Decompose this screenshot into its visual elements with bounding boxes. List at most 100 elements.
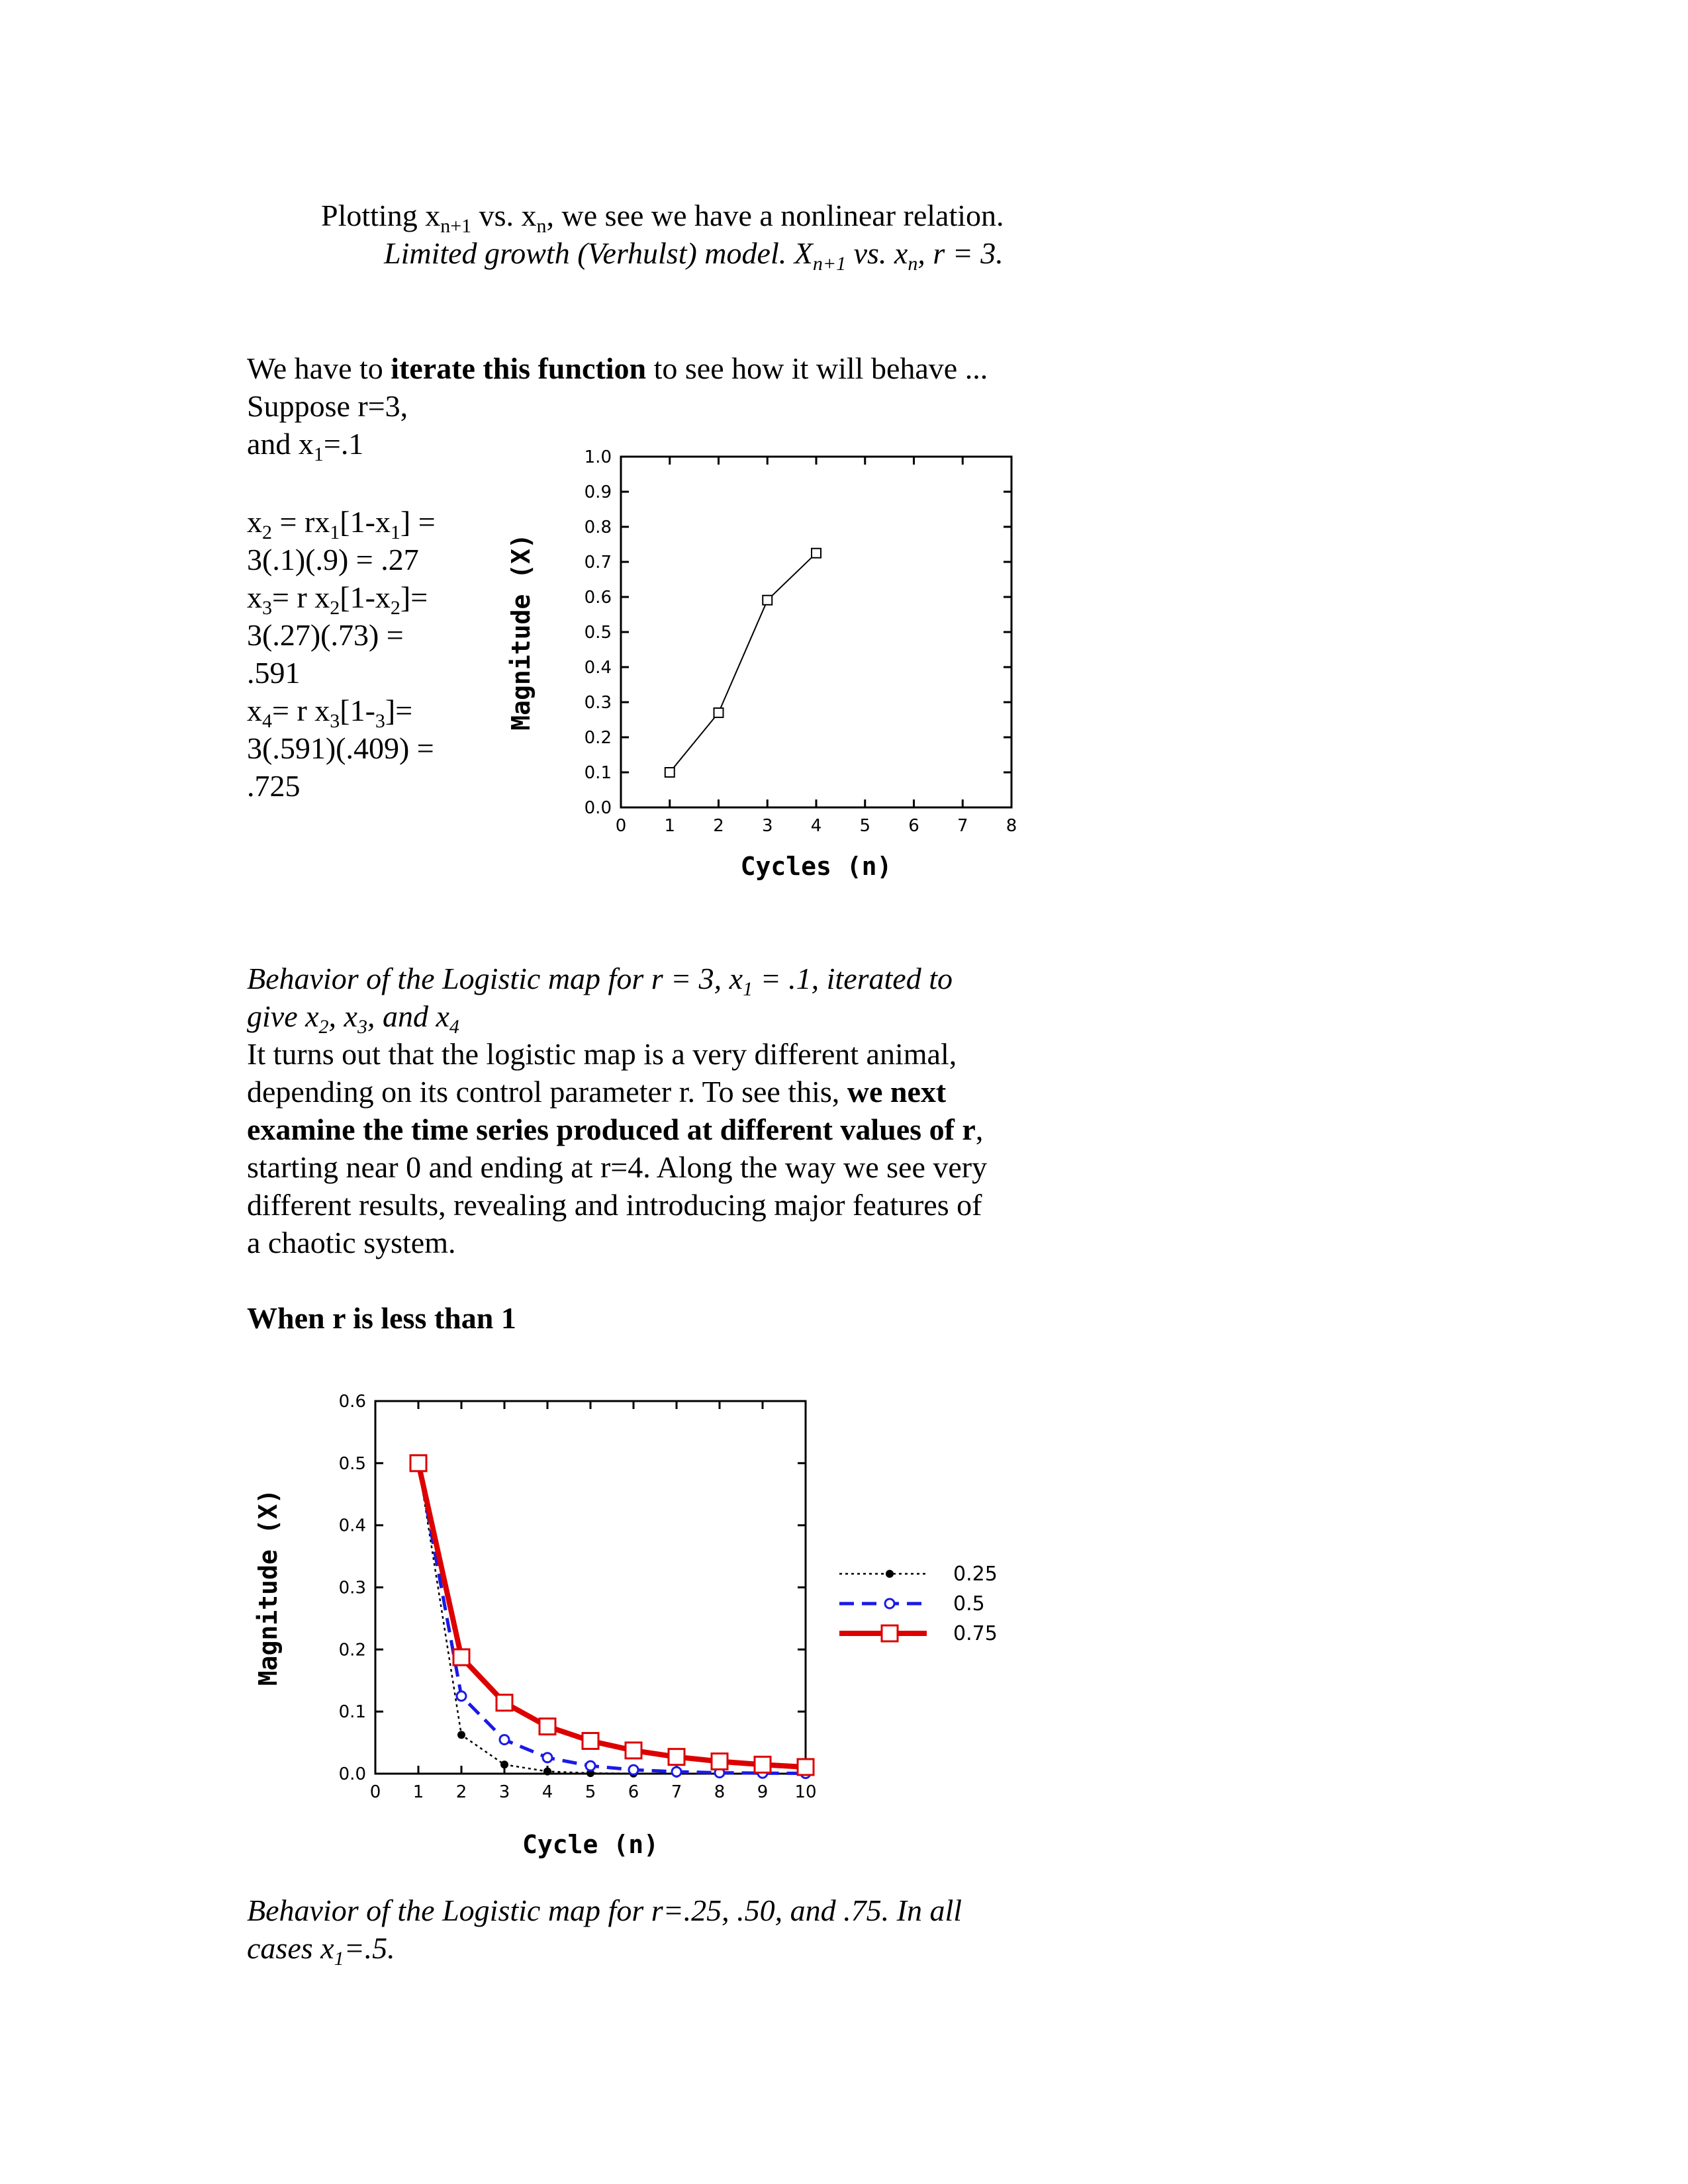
subscript: n <box>536 215 547 237</box>
x-tick-label: 3 <box>499 1782 510 1802</box>
para-line-5: different results, revealing and introdu… <box>247 1188 982 1222</box>
calc-text: ]= <box>400 580 428 614</box>
y-axis-label: Magnitude (X) <box>254 1489 283 1686</box>
intro-line-2: Limited growth (Verhulst) model. Xn+1 vs… <box>384 234 1004 275</box>
y-tick-label: 0.6 <box>339 1392 366 1412</box>
intro-text: , r = 3. <box>917 236 1004 270</box>
bold-text: examine the time series produced at diff… <box>247 1113 976 1146</box>
data-point <box>585 1760 596 1772</box>
para-line-2: depending on its control parameter r. To… <box>247 1073 946 1111</box>
body-text: =.1 <box>323 427 364 461</box>
series-line <box>416 1463 806 1776</box>
subscript: 4 <box>449 1016 459 1038</box>
y-tick-label: 0.9 <box>585 482 612 502</box>
y-tick-label: 1.0 <box>585 447 612 467</box>
y-tick-label: 0.0 <box>339 1764 366 1784</box>
body-text: We have to <box>247 351 391 385</box>
subscript: 1 <box>313 443 324 465</box>
caption-1-line-2: give x2, x3, and x4 <box>247 997 459 1038</box>
calc-text: = r x <box>272 580 330 614</box>
intro-text: Limited growth (Verhulst) model. X <box>384 236 813 270</box>
calc-text: x <box>247 580 262 614</box>
y-tick-label: 0.4 <box>585 658 612 678</box>
caption-text: give x <box>247 999 319 1033</box>
data-point <box>628 1764 639 1776</box>
caption-text: =.5. <box>344 1931 395 1965</box>
x-tick-label: 2 <box>456 1782 467 1802</box>
data-point <box>500 1760 508 1769</box>
suppose-line: Suppose r=3, <box>247 387 408 425</box>
x-tick-label: 2 <box>713 816 724 836</box>
caption-text: = .1, iterated to <box>753 962 953 995</box>
intro-text: vs. x <box>471 199 537 232</box>
calc-text: ] = <box>400 505 436 539</box>
x1-line: and x1=.1 <box>247 425 364 465</box>
y-tick-label: 0.0 <box>585 798 612 818</box>
data-point <box>581 1732 600 1751</box>
calc-line-2: 3(.1)(.9) = .27 <box>247 543 419 576</box>
iterate-line: We have to iterate this function to see … <box>247 349 988 387</box>
body-text: and x <box>247 427 314 461</box>
section-heading: When r is less than 1 <box>247 1301 516 1335</box>
x-tick-label: 7 <box>671 1782 682 1802</box>
y-tick-label: 0.5 <box>339 1454 366 1474</box>
data-point <box>498 1734 510 1746</box>
plot-frame <box>620 455 1013 809</box>
body-text: depending on its control parameter r. To… <box>247 1075 847 1109</box>
y-tick-label: 0.6 <box>585 588 612 608</box>
subscript: n <box>908 253 918 275</box>
para-line-3: examine the time series produced at diff… <box>247 1111 983 1148</box>
x-tick-label: 10 <box>794 1782 816 1802</box>
intro-text: , we see we have a nonlinear relation. <box>546 199 1004 232</box>
body-text: , <box>975 1113 984 1146</box>
data-point <box>538 1717 557 1736</box>
subscript: 3 <box>375 710 385 732</box>
series-line <box>416 1462 806 1770</box>
x-axis-label: Cycles (n) <box>741 852 892 881</box>
x-tick-label: 5 <box>585 1782 596 1802</box>
subscript: 2 <box>330 597 340 619</box>
calc-text: [1-x <box>340 580 391 614</box>
calc-line-6: x4= r x3[1-3]= <box>247 692 412 732</box>
y-tick-label: 0.3 <box>585 693 612 713</box>
x-tick-label: 0 <box>370 1782 381 1802</box>
subscript: 1 <box>334 1948 344 1970</box>
x-tick-label: 6 <box>908 816 919 836</box>
calc-text: = r x <box>272 694 330 727</box>
data-point <box>452 1648 471 1666</box>
y-tick-label: 0.3 <box>339 1578 366 1598</box>
calc-line-8: .725 <box>247 769 301 803</box>
para-line-6: a chaotic system. <box>247 1226 456 1259</box>
subscript: 4 <box>262 710 272 732</box>
intro-line-1: Plotting xn+1 vs. xn, we see we have a n… <box>321 197 1004 237</box>
subscript: 2 <box>318 1016 329 1038</box>
legend-label: 0.25 <box>953 1563 998 1586</box>
data-point <box>811 547 821 559</box>
y-tick-label: 0.2 <box>585 728 612 748</box>
data-point <box>762 594 773 606</box>
subscript: 2 <box>262 522 272 543</box>
data-point <box>455 1690 467 1702</box>
subscript: 2 <box>390 597 400 619</box>
caption-text: cases x <box>247 1931 334 1965</box>
data-point <box>796 1758 815 1776</box>
subscript: n+1 <box>812 253 847 275</box>
x-tick-label: 6 <box>628 1782 639 1802</box>
calc-text: = rx <box>272 505 330 539</box>
x-tick-label: 4 <box>542 1782 553 1802</box>
y-tick-label: 0.2 <box>339 1640 366 1660</box>
data-point <box>543 1767 551 1776</box>
series-line <box>417 1463 806 1775</box>
para-line-4: starting near 0 and ending at r=4. Along… <box>247 1150 988 1184</box>
series-line <box>669 553 817 773</box>
x-tick-label: 4 <box>811 816 822 836</box>
data-point <box>710 1752 729 1771</box>
data-point <box>664 767 675 778</box>
data-point <box>495 1694 514 1712</box>
subscript: n+1 <box>440 215 472 237</box>
caption-2-line-2: cases x1=.5. <box>247 1929 395 1970</box>
legend-item: 0.25 <box>839 1563 998 1586</box>
data-point <box>667 1748 686 1766</box>
x-axis-label: Cycle (n) <box>522 1830 659 1859</box>
